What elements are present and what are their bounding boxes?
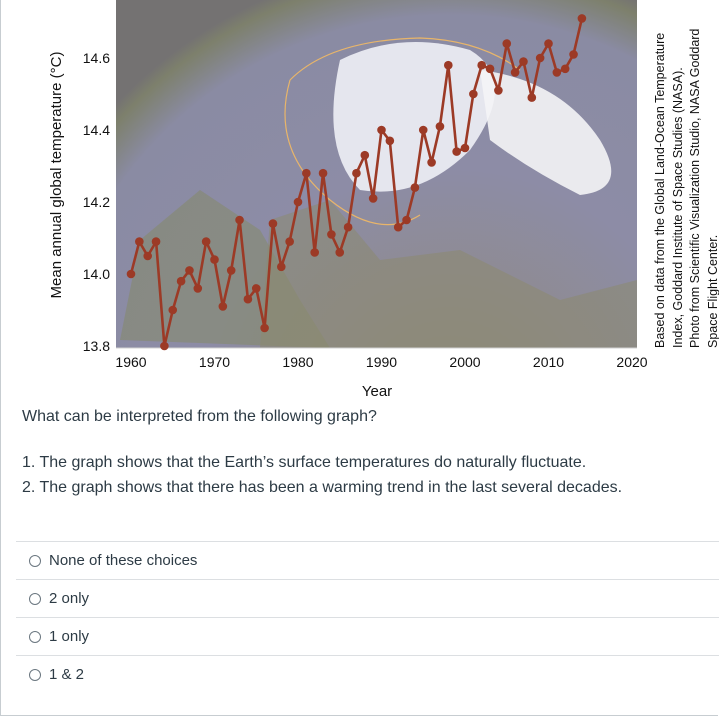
x-tick-label: 1980 (282, 354, 313, 370)
data-point-1964 (160, 341, 169, 351)
data-point-1996 (427, 158, 436, 167)
data-point-1993 (402, 215, 411, 225)
data-point-1991 (385, 136, 395, 146)
data-point-1968 (193, 284, 203, 293)
data-point-1986 (343, 222, 353, 232)
question-prompt: What can be interpreted from the followi… (22, 408, 377, 425)
data-point-2008 (527, 93, 537, 102)
data-point-2005 (502, 39, 512, 48)
y-tick-label: 14.4 (83, 122, 110, 138)
y-tick-label: 14.2 (83, 194, 110, 210)
data-point-2001 (469, 89, 478, 99)
data-point-1990 (377, 125, 386, 135)
data-point-1969 (201, 237, 211, 246)
x-tick-label: 1960 (115, 354, 146, 370)
data-point-1995 (418, 125, 428, 135)
chart-credit: Based on data from the Global Land-Ocean… (652, 29, 719, 348)
data-point-1983 (318, 168, 328, 178)
data-point-1982 (310, 248, 320, 257)
data-point-2003 (485, 64, 495, 74)
option-none[interactable]: None of these choices (16, 541, 719, 579)
data-point-2004 (494, 86, 503, 95)
credit-line: Index, Goddard Institute of Space Studie… (670, 67, 685, 348)
x-axis-label: Year (362, 383, 392, 400)
y-tick-label: 14.6 (83, 50, 110, 66)
data-point-1984 (327, 230, 336, 239)
x-tick-label: 2010 (533, 354, 564, 370)
data-point-1970 (210, 255, 219, 264)
credit-line: Based on data from the Global Land-Ocean… (653, 32, 667, 348)
option-2-only[interactable]: 2 only (16, 579, 719, 617)
y-axis-label: Mean annual global temperature (°C) (48, 52, 65, 299)
answer-options: None of these choices 2 only 1 only 1 & … (16, 541, 719, 693)
radio-button[interactable] (29, 592, 41, 605)
data-point-1974 (243, 294, 253, 304)
option-1-only[interactable]: 1 only (16, 617, 719, 655)
y-tick-label: 14.0 (83, 266, 110, 282)
data-point-1977 (268, 219, 278, 228)
x-tick-label: 2020 (616, 354, 647, 370)
credit-line: Space Flight Center. (705, 234, 719, 348)
radio-button[interactable] (29, 630, 41, 643)
data-point-1975 (251, 284, 261, 293)
data-point-2002 (477, 60, 487, 70)
data-point-1992 (393, 222, 403, 232)
y-tick-label: 13.8 (83, 338, 110, 354)
data-point-2000 (460, 143, 470, 153)
statement-2: 2. The graph shows that there has been a… (22, 479, 623, 496)
question-statements: 1. The graph shows that the Earth’s surf… (22, 450, 622, 500)
option-label: 2 only (49, 590, 90, 607)
data-point-1972 (226, 266, 236, 275)
data-point-2006 (510, 68, 520, 77)
data-point-1980 (293, 197, 303, 207)
data-point-1994 (410, 183, 420, 192)
statement-1: 1. The graph shows that the Earth’s surf… (22, 454, 587, 471)
data-point-1976 (260, 323, 269, 333)
option-label: 1 & 2 (49, 666, 85, 683)
x-tick-label: 1970 (199, 354, 230, 370)
data-point-1966 (176, 276, 186, 286)
data-point-2010 (544, 39, 553, 48)
credit-line: Photo from Scientific Visualization Stud… (688, 28, 702, 348)
data-point-1973 (235, 215, 244, 225)
data-point-1961 (135, 237, 144, 246)
x-tick-label: 1990 (366, 354, 397, 370)
option-label: None of these choices (49, 552, 198, 569)
data-point-1960 (126, 269, 136, 279)
option-label: 1 only (49, 628, 90, 645)
data-point-1971 (218, 302, 228, 311)
data-point-2011 (552, 68, 562, 77)
data-point-2012 (560, 64, 570, 74)
data-point-2009 (535, 53, 545, 63)
option-1-and-2[interactable]: 1 & 2 (16, 655, 719, 693)
data-point-1965 (168, 305, 178, 315)
data-point-2014 (577, 14, 587, 23)
data-point-1989 (368, 194, 378, 203)
radio-button[interactable] (29, 554, 41, 567)
data-point-1981 (302, 168, 311, 178)
data-point-1967 (185, 266, 194, 275)
data-point-1997 (435, 122, 445, 131)
data-point-1988 (360, 150, 370, 160)
data-point-1999 (452, 147, 461, 156)
data-point-1979 (285, 237, 294, 246)
data-point-1963 (151, 237, 161, 246)
x-tick-label: 2000 (449, 354, 480, 370)
data-point-2013 (569, 50, 578, 59)
data-point-1987 (352, 168, 361, 178)
data-point-1998 (444, 60, 453, 70)
data-point-1985 (335, 248, 345, 257)
data-point-1978 (277, 262, 286, 272)
temperature-chart: 13.8 14.0 14.2 14.4 14.6 1960 1970 1980 1990 200… (48, 0, 648, 400)
radio-button[interactable] (29, 668, 41, 681)
data-point-2007 (519, 57, 528, 66)
data-point-1962 (143, 251, 152, 261)
